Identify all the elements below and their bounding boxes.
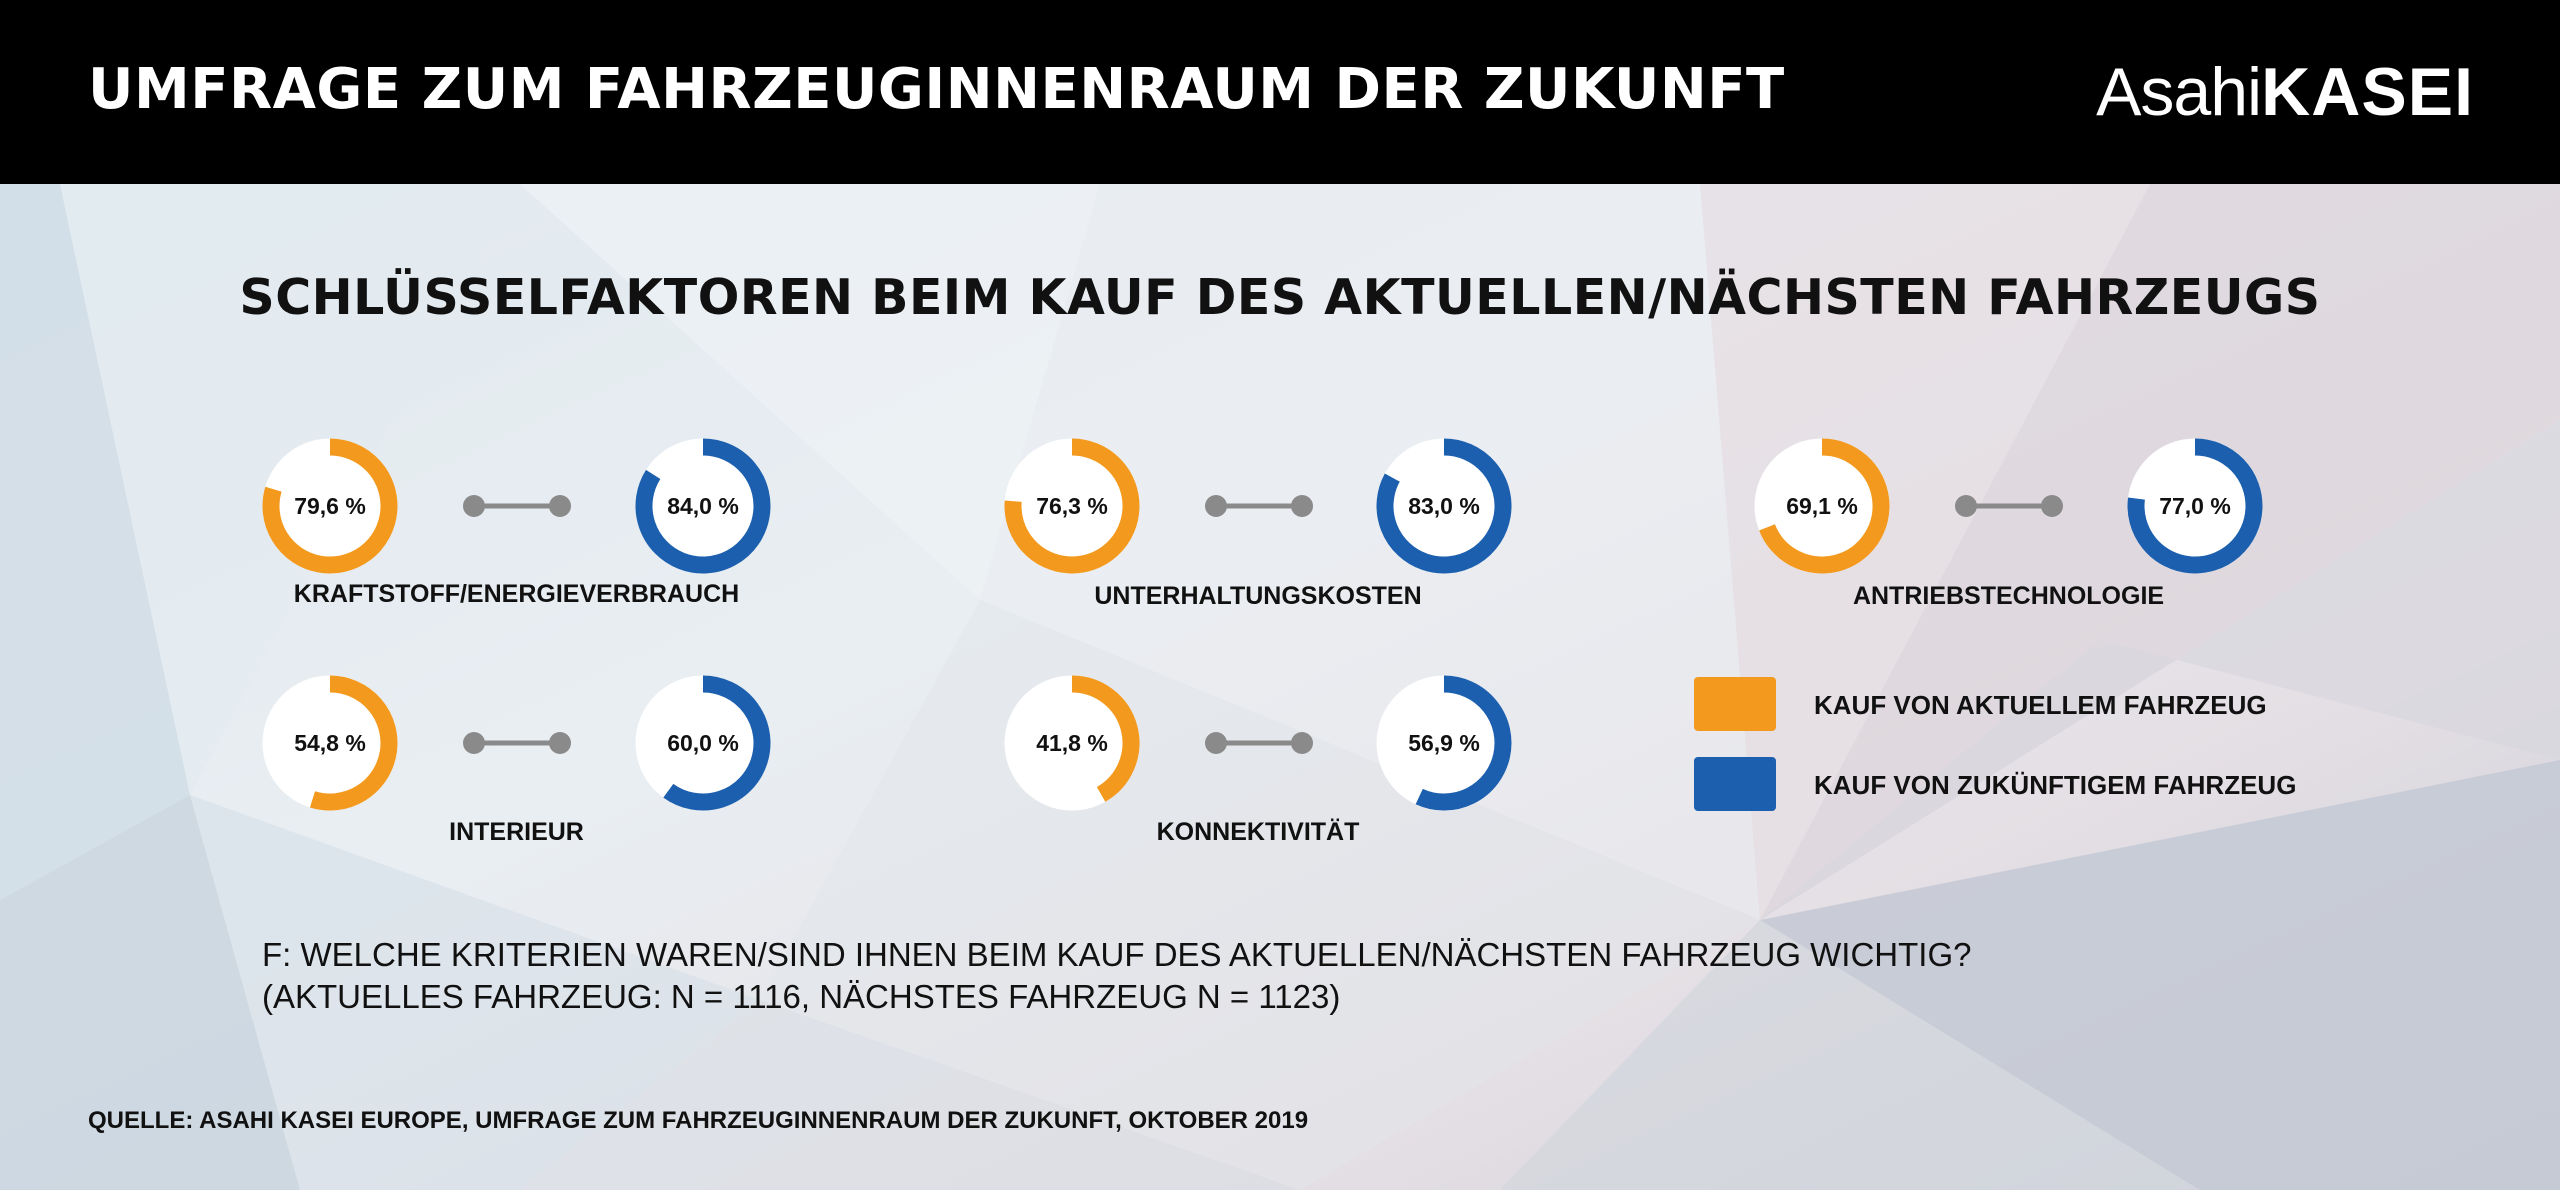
factor-group-4: 54,8 % 60,0 %	[262, 675, 771, 811]
question-line-2: (AKTUELLES FAHRZEUG: N = 1116, NÄCHSTES …	[262, 978, 1341, 1015]
legend-label-future: KAUF VON ZUKÜNFTIGEM FAHRZEUG	[1814, 770, 2297, 800]
donut-future: 83,0 %	[1376, 438, 1512, 574]
factor-group-3: 69,1 % 77,0 %	[1754, 438, 2263, 574]
asahi-kasei-logo: AsahiKASEI	[2096, 58, 2474, 126]
donut-current: 79,6 %	[262, 438, 398, 574]
donut-current: 69,1 %	[1754, 438, 1890, 574]
donut-future-center	[635, 675, 771, 811]
donut-future: 84,0 %	[635, 438, 771, 574]
header-bar: UMFRAGE ZUM FAHRZEUGINNENRAUM DER ZUKUNF…	[0, 0, 2560, 184]
connector-dot-right	[1291, 495, 1313, 517]
donut-future: 56,9 %	[1376, 675, 1512, 811]
connector-dot-left	[463, 732, 485, 754]
survey-question: F: WELCHE KRITERIEN WAREN/SIND IHNEN BEI…	[262, 934, 1972, 1018]
category-label: ANTRIEBSTECHNOLOGIE	[1852, 582, 2165, 610]
page-title: UMFRAGE ZUM FAHRZEUGINNENRAUM DER ZUKUNF…	[88, 57, 1785, 122]
logo-part-asahi: Asahi	[2096, 54, 2262, 130]
category-label: INTERIEUR	[449, 818, 584, 846]
donut-current-arc	[1004, 438, 1140, 574]
donut-current-arc	[262, 438, 398, 574]
donut-current-value-label: 41,8 %	[1036, 730, 1108, 756]
connector-dot-left	[463, 495, 485, 517]
factor-group-1: 79,6 % 84,0 %	[262, 438, 771, 574]
donut-current-center	[262, 438, 398, 574]
factor-group-5: 41,8 % 56,9 %	[1004, 675, 1512, 811]
donut-current-arc	[309, 675, 398, 811]
donut-current-value-label: 76,3 %	[1036, 493, 1108, 519]
connector-dot-left	[1205, 732, 1227, 754]
connector-dot-right	[1291, 732, 1313, 754]
donut-future-value-label: 84,0 %	[667, 493, 739, 519]
source-note: QUELLE: ASAHI KASEI EUROPE, UMFRAGE ZUM …	[88, 1107, 1309, 1134]
donut-future-arc	[2127, 438, 2263, 574]
connector-dot-right	[549, 732, 571, 754]
donut-future-arc	[1415, 675, 1512, 811]
donut-future-value-label: 56,9 %	[1408, 730, 1480, 756]
category-label: KRAFTSTOFF/ENERGIEVERBRAUCH	[293, 580, 740, 608]
donut-current: 41,8 %	[1004, 675, 1140, 811]
category-label: UNTERHALTUNGSKOSTEN	[1094, 582, 1422, 610]
donut-future-value-label: 77,0 %	[2159, 493, 2231, 519]
category-label: KONNEKTIVITÄT	[1156, 818, 1360, 846]
connector-dot-left	[1205, 495, 1227, 517]
donut-current-value-label: 79,6 %	[294, 493, 366, 519]
legend-item-current: KAUF VON AKTUELLEM FAHRZEUG	[1694, 677, 2414, 733]
connector-dot-right	[549, 495, 571, 517]
donut-future-center	[635, 438, 771, 574]
donut-future-center	[1376, 438, 1512, 574]
legend-swatch-future	[1694, 757, 1776, 811]
donut-current-center	[262, 675, 398, 811]
legend-swatch-current	[1694, 677, 1776, 731]
donut-current-value-label: 69,1 %	[1786, 493, 1858, 519]
donut-future: 77,0 %	[2127, 438, 2263, 574]
donut-current: 76,3 %	[1004, 438, 1140, 574]
donut-future-arc	[635, 438, 771, 574]
donut-current-center	[1004, 675, 1140, 811]
question-line-1: F: WELCHE KRITERIEN WAREN/SIND IHNEN BEI…	[262, 936, 1972, 973]
legend-label-current: KAUF VON AKTUELLEM FAHRZEUG	[1814, 690, 2267, 720]
donut-future-value-label: 60,0 %	[667, 730, 739, 756]
donut-future-center	[2127, 438, 2263, 574]
legend-item-future: KAUF VON ZUKÜNFTIGEM FAHRZEUG	[1694, 757, 2414, 813]
donut-current-arc	[1759, 438, 1890, 574]
connector-dot-right	[2041, 495, 2063, 517]
donut-future: 60,0 %	[635, 675, 771, 811]
donut-current-center	[1004, 438, 1140, 574]
logo-part-kasei: KASEI	[2261, 54, 2474, 130]
donut-current: 54,8 %	[262, 675, 398, 811]
connector-dot-left	[1955, 495, 1977, 517]
donut-current-center	[1754, 438, 1890, 574]
donut-future-center	[1376, 675, 1512, 811]
donut-current-arc	[1071, 675, 1140, 802]
donut-future-arc	[1376, 438, 1512, 574]
donut-future-value-label: 83,0 %	[1408, 493, 1480, 519]
factor-group-2: 76,3 % 83,0 %	[1004, 438, 1512, 574]
chart-title: SCHLÜSSELFAKTOREN BEIM KAUF DES AKTUELLE…	[239, 269, 2321, 326]
donut-current-value-label: 54,8 %	[294, 730, 366, 756]
donut-future-arc	[663, 675, 771, 811]
